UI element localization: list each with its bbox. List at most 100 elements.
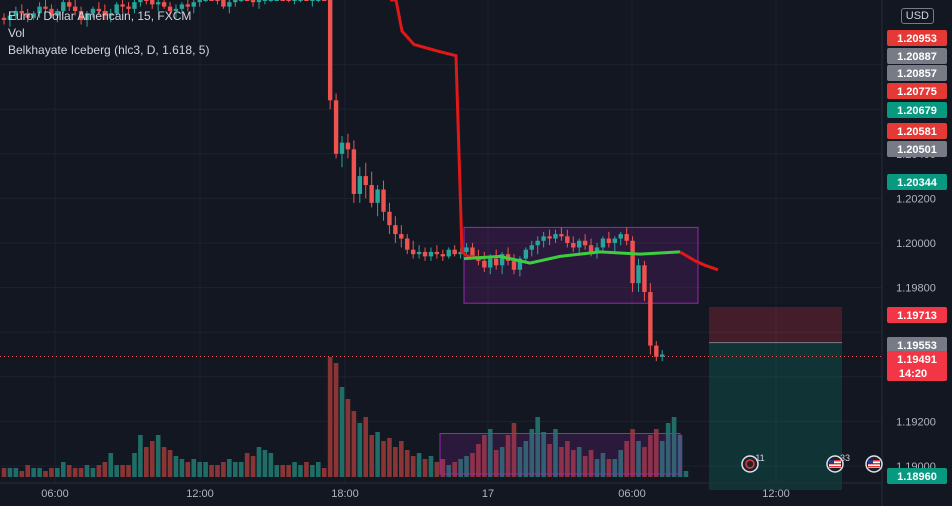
candle-body (114, 4, 119, 14)
candle-body (298, 0, 303, 1)
candle-body (191, 2, 196, 7)
volume-bar (612, 459, 618, 477)
event-dot (745, 459, 755, 469)
price-tick-label: 1.20000 (896, 238, 936, 250)
candle (648, 283, 653, 355)
event-count: 11 (755, 453, 764, 463)
event-markers[interactable]: 11 33 (741, 453, 883, 473)
candle (523, 247, 529, 264)
candle-body (167, 6, 173, 12)
price-tag[interactable]: 1.19553 (887, 337, 947, 353)
candle-body (144, 0, 149, 1)
volume-bar (120, 465, 125, 477)
time-tick-label: 17 (482, 488, 494, 500)
candle (375, 185, 380, 217)
stop-loss-zone (709, 307, 842, 343)
us-flag-icon[interactable] (865, 455, 883, 473)
flag-stripe (868, 466, 880, 468)
candle-body (660, 354, 665, 357)
price-tag[interactable]: 1.20953 (887, 30, 947, 46)
price-tag-background (887, 468, 947, 484)
candle-body (440, 254, 446, 257)
candle (654, 341, 659, 362)
volume-bar (654, 429, 659, 477)
candle (535, 236, 540, 255)
price-tag[interactable]: 1.20857 (887, 65, 947, 81)
price-tag-value: 1.20679 (897, 105, 937, 117)
candle-body (547, 236, 552, 239)
candle (221, 0, 226, 9)
candle (227, 0, 232, 14)
price-tag-countdown: 14:20 (899, 368, 927, 380)
price-axis[interactable]: 1.204001.202001.200001.198001.192001.190… (881, 0, 947, 506)
candle (553, 229, 558, 243)
candle-body (636, 265, 641, 284)
price-tag-value: 1.19553 (897, 340, 937, 352)
price-tag-value: 1.20775 (897, 86, 937, 98)
price-tag-value: 1.20887 (897, 51, 937, 63)
candle (144, 0, 149, 5)
candle-body (185, 4, 191, 7)
candle (405, 234, 410, 255)
volume-bar (185, 462, 191, 477)
volume-bar (683, 471, 689, 477)
volume-bar (553, 429, 558, 477)
price-tag[interactable]: 1.20344 (887, 174, 947, 190)
candle-body (197, 0, 202, 3)
volume-bar (458, 459, 463, 477)
candle-body (493, 258, 499, 266)
time-axis[interactable]: 06:00 12:00 18:00 17 06:00 12:00 (0, 482, 882, 500)
candle (185, 0, 191, 12)
candle-body (405, 238, 410, 250)
price-tag[interactable]: 1.20887 (887, 48, 947, 64)
us-flag-icon[interactable]: 33 (826, 453, 850, 473)
volume-bar (321, 468, 327, 477)
candle-body (422, 251, 428, 257)
price-tag-value: 1.18960 (897, 471, 937, 483)
legend-indicator[interactable]: Belkhayate Iceberg (hlc3, D, 1.618, 5) (8, 43, 210, 57)
volume-bar (416, 453, 422, 477)
volume-bar (49, 468, 54, 477)
price-tag[interactable]: 1.20501 (887, 141, 947, 157)
candle (108, 8, 113, 23)
volume-bar (582, 456, 588, 477)
volume-bar (476, 444, 481, 477)
volume-bar (422, 459, 428, 477)
price-tag[interactable]: 1.18960 (887, 468, 947, 484)
candle-body (559, 234, 564, 237)
price-tag-background (887, 65, 947, 81)
price-tag[interactable]: 1.20581 (887, 123, 947, 139)
volume-bar (517, 447, 523, 477)
candle-body (410, 249, 416, 255)
volume-bar (482, 435, 487, 477)
candle-body (482, 260, 487, 268)
candle-body (138, 0, 143, 3)
candle-body (239, 0, 244, 1)
take-profit-zone (709, 342, 842, 490)
price-tag[interactable]: 1.19491 14:20 (887, 351, 947, 381)
price-tag[interactable]: 1.19713 (887, 307, 947, 323)
price-tag[interactable]: 1.20775 (887, 83, 947, 99)
currency-badge[interactable]: USD (900, 8, 934, 24)
candle (233, 0, 238, 7)
candle (173, 4, 179, 18)
volume-bar (345, 399, 351, 477)
price-tag[interactable]: 1.20679 (887, 102, 947, 118)
candle (434, 245, 440, 259)
calendar-event-icon[interactable]: 11 (741, 453, 765, 473)
legend-symbol[interactable]: Euro / Dollar Américain, 15, FXCM (8, 9, 192, 23)
volume-bar (227, 459, 232, 477)
candle (410, 240, 416, 259)
price-tag-value: 1.19491 (897, 354, 937, 366)
volume-bar (375, 432, 380, 477)
candle (209, 0, 214, 1)
candle (262, 0, 268, 5)
volume-bar (72, 468, 78, 477)
candle (357, 167, 362, 203)
candle (422, 247, 428, 261)
legend-volume[interactable]: Vol (8, 26, 25, 40)
volume-bar (523, 441, 529, 477)
candle (197, 0, 202, 7)
volume-bar (84, 465, 90, 477)
